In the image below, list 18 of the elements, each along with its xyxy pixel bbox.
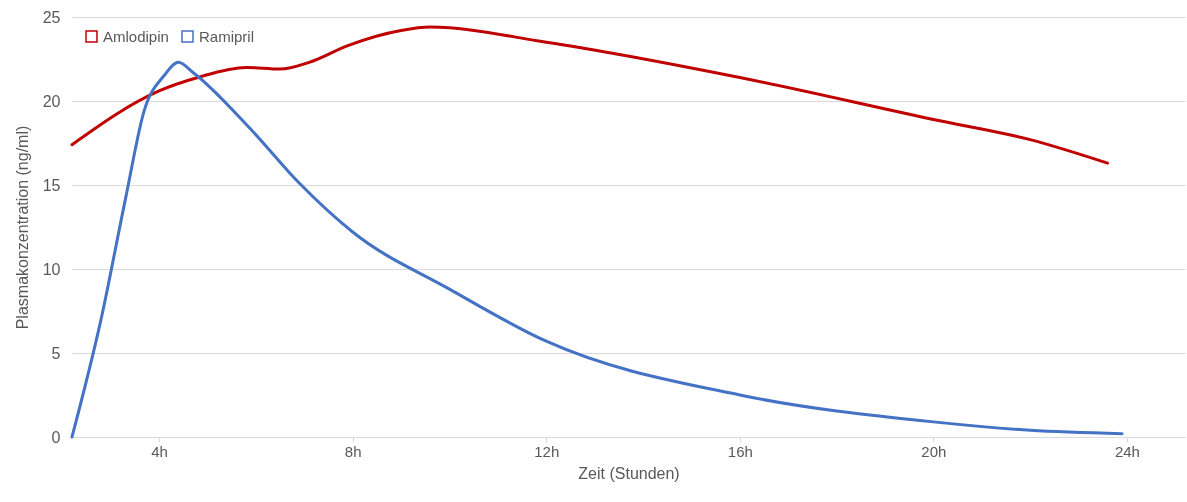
y-tick-label: 5 — [51, 344, 61, 362]
y-tick-label: 15 — [42, 176, 61, 194]
y-tick-label: 25 — [42, 8, 61, 26]
line-series — [70, 60, 1124, 439]
y-tick-label: 0 — [51, 428, 61, 446]
legend-label: Amlodipin — [103, 27, 169, 45]
x-tick-label: 8h — [344, 442, 362, 460]
x-axis-title: Zeit (Stunden) — [578, 464, 680, 482]
x-tick-label: 20h — [921, 442, 947, 460]
legend-label: Ramipril — [199, 27, 255, 45]
x-tick-label: 4h — [151, 442, 168, 460]
x-tick-label: 12h — [534, 442, 560, 460]
x-tick-label: 24h — [1114, 442, 1140, 460]
y-tick-label: 10 — [42, 260, 61, 278]
line-series — [70, 25, 1110, 165]
y-axis-title: Plasmakonzentration (ng/ml) — [13, 125, 31, 330]
x-tick-label: 16h — [727, 442, 753, 460]
y-tick-label: 20 — [42, 92, 61, 110]
